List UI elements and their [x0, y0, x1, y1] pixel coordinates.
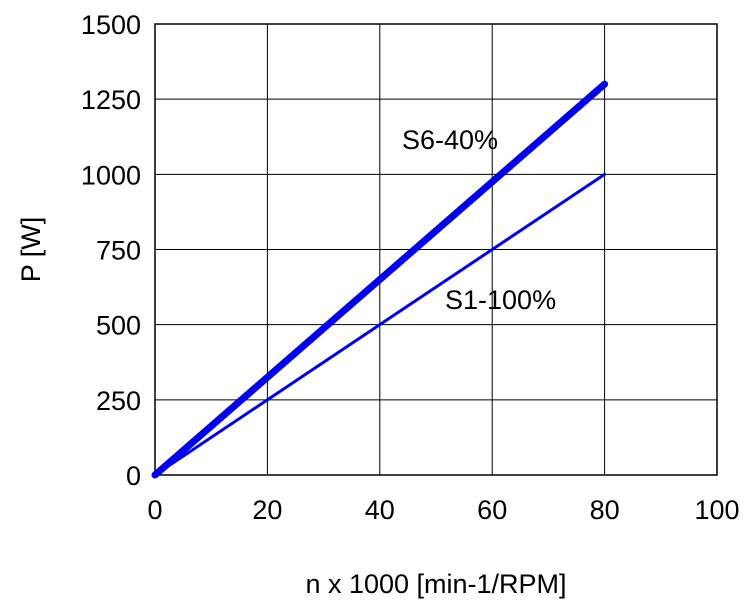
y-tick-label: 1500	[81, 10, 141, 40]
x-axis-ticks: 0 20 40 60 80 100	[147, 495, 739, 525]
x-tick-label: 60	[477, 495, 507, 525]
y-tick-label: 250	[96, 386, 141, 416]
x-tick-label: 0	[147, 495, 162, 525]
y-tick-label: 1250	[81, 85, 141, 115]
series-line-0	[151, 80, 609, 479]
x-tick-label: 20	[252, 495, 282, 525]
grid	[154, 23, 718, 476]
series-layer	[151, 80, 609, 479]
y-axis-ticks: 0 250 500 750 1000 1250 1500	[81, 10, 141, 491]
x-tick-label: 100	[694, 495, 739, 525]
x-tick-label: 80	[590, 495, 620, 525]
plot-frame	[154, 23, 718, 476]
y-tick-label: 500	[96, 311, 141, 341]
x-tick-label: 40	[365, 495, 395, 525]
x-axis-label: n x 1000 [min-1/RPM]	[305, 569, 566, 599]
series-label-s6-40: S6-40%	[402, 125, 498, 155]
y-tick-label: 750	[96, 236, 141, 266]
series-label-s1-100: S1-100%	[445, 285, 556, 315]
y-tick-label: 1000	[81, 160, 141, 190]
series-line-1	[153, 172, 607, 477]
y-axis-label: P [W]	[16, 217, 46, 283]
y-tick-label: 0	[126, 461, 141, 491]
